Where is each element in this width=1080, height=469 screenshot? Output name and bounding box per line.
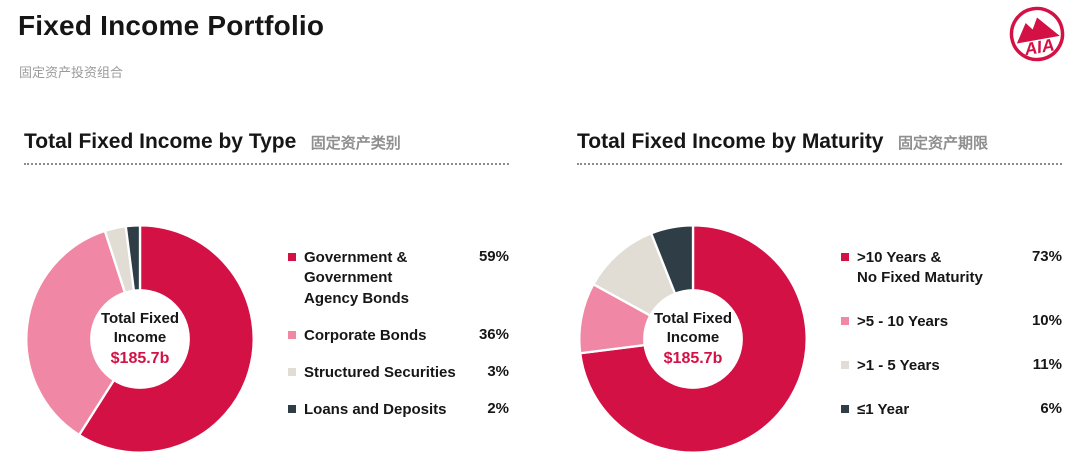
section-title-by-type: Total Fixed Income by Type 固定资产类别 xyxy=(24,130,509,165)
legend-value: 73% xyxy=(1031,248,1062,265)
section-heading-cn: 固定资产期限 xyxy=(897,135,988,152)
donut-slice-2 xyxy=(25,229,142,437)
donut-chart-by-maturity: Total Fixed Income $185.7b xyxy=(577,223,809,455)
page-title: Fixed Income Portfolio xyxy=(18,10,325,41)
legend-by-maturity: >10 Years & No Fixed Maturity 73% >5 - 10 … xyxy=(809,248,1062,420)
legend-bullet xyxy=(288,404,296,413)
legend-bullet xyxy=(841,253,849,261)
legend-value: 2% xyxy=(487,399,509,417)
legend-label: Corporate Bonds xyxy=(304,326,427,344)
legend-value: 11% xyxy=(1032,355,1062,373)
logo-ring xyxy=(1009,6,1065,62)
legend-bullet xyxy=(841,360,849,369)
donut-chart-by-type: Total Fixed Income $185.7b xyxy=(24,223,256,455)
legend-item: Structured Securities 3% xyxy=(288,363,509,383)
legend-item: Government & Government Agency Bonds 59% xyxy=(288,248,509,309)
donut-svg-by-maturity xyxy=(578,224,808,454)
legend-bullet xyxy=(841,404,849,413)
section-heading: Total Fixed Income by Maturity xyxy=(577,130,884,153)
legend-label: >5 - 10 Years xyxy=(857,313,949,331)
chart-row-by-maturity: Total Fixed Income $185.7b >10 Years & N… xyxy=(577,223,1062,455)
legend-item: Loans and Deposits 2% xyxy=(288,400,509,420)
legend-label: ≤1 Year xyxy=(857,400,910,418)
donut-svg-by-type xyxy=(25,224,255,454)
section-title-by-maturity: Total Fixed Income by Maturity 固定资产期限 xyxy=(577,130,1062,165)
legend-label: >1 - 5 Years xyxy=(857,356,940,374)
legend-value: 6% xyxy=(1040,399,1062,417)
legend-item: >1 - 5 Years 11% xyxy=(841,356,1062,376)
logo-mountain-icon xyxy=(1016,17,1060,44)
legend-label: Government & Government Agency Bonds xyxy=(304,249,410,307)
section-heading: Total Fixed Income by Type xyxy=(24,130,297,153)
panel-by-type: Total Fixed Income by Type 固定资产类别 Total … xyxy=(24,130,509,455)
panel-by-maturity: Total Fixed Income by Maturity 固定资产期限 To… xyxy=(577,130,1062,455)
legend-item: Corporate Bonds 36% xyxy=(288,326,509,346)
legend-label: Loans and Deposits xyxy=(304,400,447,418)
legend-bullet xyxy=(288,367,296,376)
legend-by-type: Government & Government Agency Bonds 59% C… xyxy=(256,248,509,420)
legend-item: ≤1 Year 6% xyxy=(841,400,1062,420)
chart-row-by-type: Total Fixed Income $185.7b Government & … xyxy=(24,223,509,455)
page-subtitle-cn: 固定资产投资组合 xyxy=(19,65,124,80)
aia-logo: AIA xyxy=(1003,0,1070,67)
legend-value: 10% xyxy=(1031,312,1062,330)
legend-bullet xyxy=(841,317,849,326)
legend-bullet xyxy=(288,253,296,261)
legend-value: 59% xyxy=(478,248,509,265)
legend-value: 36% xyxy=(478,325,509,343)
donut-hole xyxy=(643,289,743,389)
legend-value: 3% xyxy=(487,362,509,380)
legend-item: >10 Years & No Fixed Maturity 73% xyxy=(841,248,1062,289)
section-heading-cn: 固定资产类别 xyxy=(310,135,401,152)
charts-area: Total Fixed Income by Type 固定资产类别 Total … xyxy=(24,130,1062,455)
legend-label: >10 Years & No Fixed Maturity xyxy=(857,249,983,287)
donut-hole xyxy=(90,289,190,389)
legend-label: Structured Securities xyxy=(304,363,456,381)
legend-bullet xyxy=(288,330,296,339)
legend-item: >5 - 10 Years 10% xyxy=(841,312,1062,332)
